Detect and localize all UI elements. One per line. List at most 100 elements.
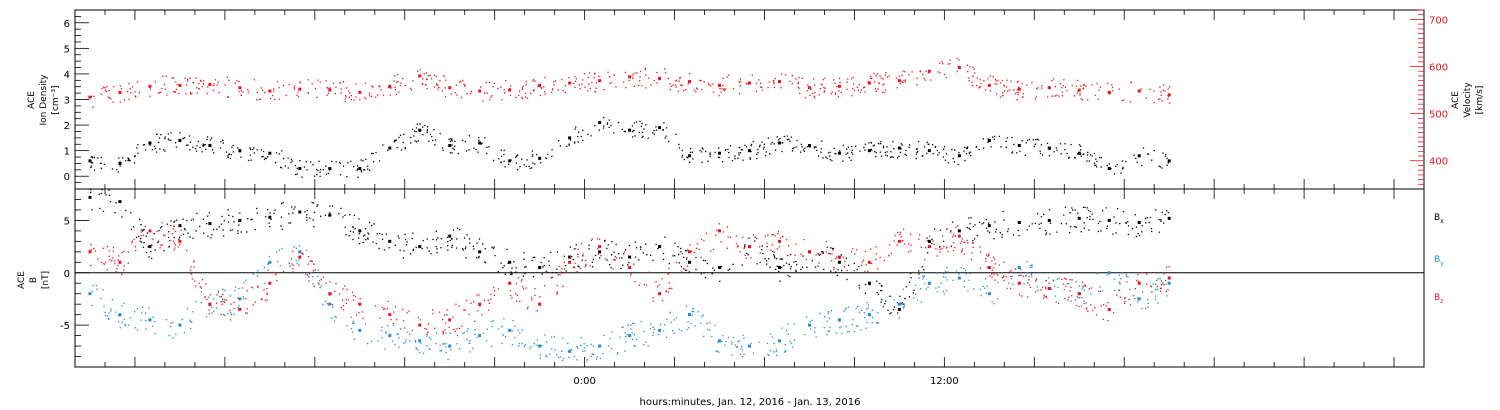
data-point bbox=[521, 88, 524, 90]
data-point bbox=[174, 90, 176, 93]
data-point bbox=[1028, 138, 1031, 141]
data-point bbox=[665, 127, 668, 129]
data-point bbox=[880, 301, 882, 303]
data-point bbox=[1114, 278, 1116, 280]
data-point bbox=[899, 295, 901, 298]
data-point bbox=[482, 243, 484, 245]
data-point bbox=[578, 84, 581, 86]
data-point bbox=[946, 246, 948, 248]
data-point bbox=[1146, 283, 1148, 285]
data-point bbox=[766, 263, 768, 265]
data-point bbox=[826, 157, 828, 160]
data-point bbox=[866, 321, 868, 324]
data-point bbox=[628, 255, 632, 259]
data-point bbox=[429, 133, 432, 136]
data-point bbox=[814, 84, 816, 86]
data-point bbox=[1145, 217, 1147, 220]
data-point bbox=[1063, 79, 1065, 81]
data-point bbox=[555, 272, 558, 274]
data-point bbox=[817, 265, 819, 267]
data-point bbox=[245, 279, 247, 281]
data-point bbox=[746, 252, 748, 255]
data-point bbox=[1067, 157, 1070, 159]
data-point bbox=[1155, 283, 1157, 286]
data-point bbox=[1108, 163, 1111, 165]
data-point bbox=[693, 251, 696, 254]
data-point bbox=[873, 144, 875, 146]
data-point bbox=[770, 143, 772, 145]
data-point bbox=[758, 341, 760, 343]
data-point bbox=[367, 168, 369, 170]
data-point bbox=[1035, 96, 1037, 98]
data-point bbox=[594, 125, 596, 127]
data-point bbox=[687, 83, 689, 85]
data-point bbox=[518, 94, 520, 97]
data-point bbox=[322, 276, 324, 279]
data-point bbox=[426, 131, 428, 134]
data-point bbox=[525, 287, 527, 289]
data-point bbox=[1138, 234, 1141, 237]
data-point bbox=[800, 268, 802, 271]
data-point bbox=[767, 353, 769, 356]
data-point bbox=[123, 265, 125, 267]
data-point bbox=[624, 71, 627, 74]
data-point bbox=[584, 259, 587, 262]
data-point bbox=[831, 247, 834, 250]
data-point bbox=[582, 350, 584, 352]
data-point bbox=[652, 297, 654, 299]
data-point bbox=[688, 313, 692, 317]
data-point bbox=[458, 229, 461, 231]
data-point bbox=[164, 150, 166, 152]
data-point bbox=[1061, 95, 1064, 97]
data-point bbox=[815, 146, 817, 148]
data-point bbox=[117, 259, 119, 261]
data-point bbox=[561, 272, 563, 274]
data-point bbox=[957, 229, 961, 233]
data-point bbox=[853, 262, 855, 265]
data-point bbox=[592, 258, 594, 261]
data-point bbox=[99, 207, 101, 210]
data-point bbox=[1163, 273, 1166, 275]
data-point bbox=[1168, 266, 1170, 268]
data-point bbox=[780, 73, 783, 75]
data-point bbox=[327, 172, 330, 175]
data-point bbox=[777, 339, 781, 343]
data-point bbox=[378, 247, 380, 250]
data-point bbox=[1048, 155, 1051, 157]
data-point bbox=[111, 298, 114, 301]
data-point bbox=[491, 246, 493, 248]
data-point bbox=[975, 145, 978, 148]
data-point bbox=[736, 345, 739, 348]
data-point bbox=[689, 161, 691, 164]
data-point bbox=[519, 332, 521, 334]
data-point bbox=[880, 140, 882, 143]
data-point bbox=[262, 150, 265, 153]
data-point bbox=[885, 71, 887, 74]
data-point bbox=[1090, 287, 1093, 289]
data-point bbox=[973, 238, 976, 240]
data-point bbox=[846, 269, 848, 272]
data-point bbox=[560, 271, 562, 273]
data-point bbox=[611, 254, 613, 256]
data-point bbox=[162, 75, 164, 78]
data-point bbox=[358, 328, 362, 332]
data-point bbox=[1166, 295, 1168, 297]
data-point bbox=[1056, 231, 1058, 233]
data-point bbox=[901, 302, 904, 304]
data-point bbox=[597, 238, 599, 240]
data-point bbox=[927, 286, 929, 288]
data-point bbox=[379, 317, 381, 319]
data-point bbox=[481, 314, 483, 316]
data-point bbox=[1168, 102, 1171, 104]
data-point bbox=[138, 92, 140, 94]
data-point bbox=[100, 192, 102, 195]
data-point bbox=[359, 98, 361, 101]
data-point bbox=[517, 154, 519, 156]
data-point bbox=[533, 89, 535, 91]
data-point bbox=[598, 121, 602, 125]
data-point bbox=[464, 85, 466, 87]
data-point bbox=[253, 152, 255, 154]
velocity-axis-label: ACE bbox=[1451, 91, 1461, 109]
data-point bbox=[131, 86, 134, 88]
data-point bbox=[749, 157, 751, 159]
